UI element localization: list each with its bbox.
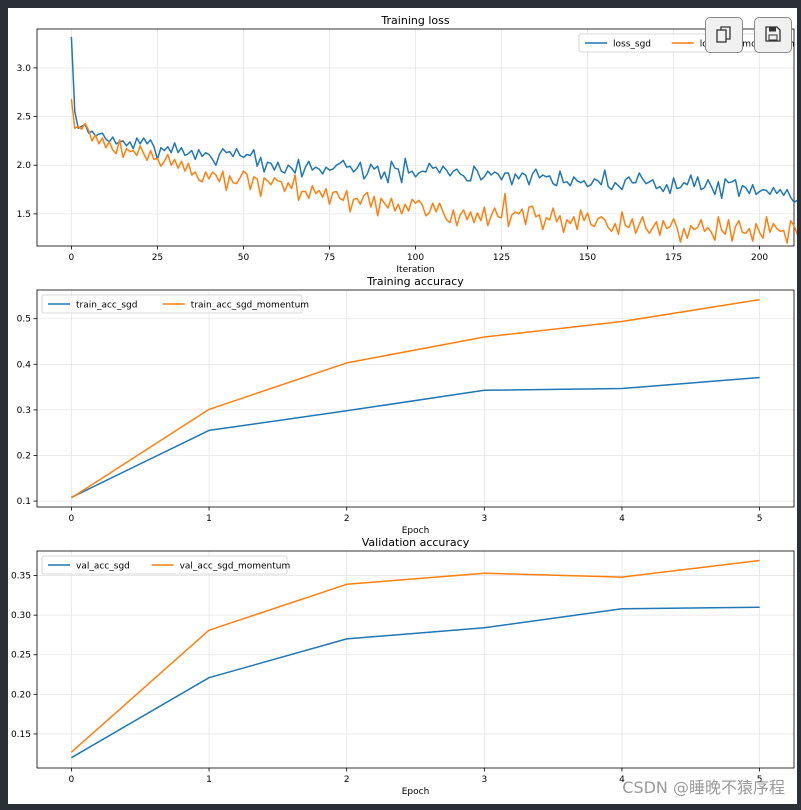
y-tick-label: 0.3 (17, 406, 31, 416)
y-tick-label: 0.2 (17, 451, 31, 461)
x-tick-label: 5 (757, 514, 763, 524)
y-tick-label: 3.0 (17, 64, 32, 74)
legend-label: train_acc_sgd_momentum (191, 301, 309, 311)
plot-frame (36, 289, 795, 508)
x-tick-label: 200 (751, 253, 768, 263)
x-tick-label: 4 (619, 514, 625, 524)
chart-title: Training accuracy (366, 275, 464, 288)
x-tick-label: 2 (344, 775, 350, 785)
y-tick-label: 0.25 (11, 651, 31, 661)
figure-canvas: 0 25 50 75 100 125 150 175 200 1.5 2.0 2.5 3.0 Traini… (8, 8, 801, 804)
x-tick-label: 1 (206, 514, 212, 524)
y-tick-label: 0.1 (17, 497, 31, 507)
plot-frame (36, 550, 795, 769)
x-tick-label: 50 (238, 253, 250, 263)
legend-label: train_acc_sgd (76, 301, 137, 311)
x-tick-label: 0 (69, 253, 75, 263)
x-tick-label: 25 (152, 253, 163, 263)
legend-label: val_acc_sgd (76, 562, 130, 572)
x-tick-label: 4 (619, 775, 625, 785)
chart-2: 0 1 2 3 4 5 0.1 0.2 0.3 0.4 0.5 Training accuracy Ep… (17, 275, 795, 536)
legend-label: loss_sgd (613, 40, 651, 50)
x-tick-label: 1 (206, 775, 212, 785)
series-line-train_acc_sgd (71, 376, 760, 499)
x-tick-label: 0 (69, 514, 75, 524)
x-axis-label: Epoch (402, 526, 430, 536)
x-tick-label: 5 (757, 775, 763, 785)
series-line-train_acc_sgd_momentum (70, 298, 760, 499)
chart-3: 0 1 2 3 4 5 0.15 0.20 0.25 0.30 0.35 Validation acc… (11, 536, 795, 797)
legend: val_acc_sgd val_acc_sgd_momentum (41, 555, 291, 575)
y-tick-label: 0.15 (11, 730, 31, 740)
save-button[interactable] (754, 17, 792, 53)
y-tick-label: 0.5 (17, 315, 31, 325)
y-tick-label: 0.35 (11, 572, 31, 582)
chart-title: Validation accuracy (362, 536, 470, 549)
y-tick-label: 2.0 (17, 161, 32, 171)
y-tick-label: 2.5 (17, 113, 31, 123)
series-line-val_acc_sgd (71, 606, 760, 759)
legend-label: val_acc_sgd_momentum (180, 562, 291, 572)
y-tick-label: 0.4 (17, 360, 32, 370)
x-tick-label: 100 (407, 253, 424, 263)
copy-button[interactable] (705, 17, 743, 53)
x-tick-label: 175 (665, 253, 682, 263)
x-tick-label: 150 (579, 253, 596, 263)
x-tick-label: 75 (324, 253, 335, 263)
series-line-loss_sgd (70, 36, 801, 203)
series-line-val_acc_sgd_momentum (70, 559, 760, 753)
chart-1: 0 25 50 75 100 125 150 175 200 1.5 2.0 2.5 3.0 Traini… (17, 14, 801, 275)
legend: train_acc_sgd train_acc_sgd_momentum (41, 294, 309, 314)
y-tick-label: 0.20 (11, 690, 31, 700)
charts-svg: 0 25 50 75 100 125 150 175 2001.52.02.53.0Traini… (11, 14, 801, 797)
x-axis-label: Iteration (396, 265, 434, 275)
chart-title: Training loss (380, 14, 449, 27)
x-tick-label: 125 (493, 253, 510, 263)
watermark-text: CSDN @睡晚不猿序程 (622, 778, 785, 797)
x-tick-label: 0 (69, 775, 75, 785)
save-icon (765, 26, 781, 42)
x-axis-label: Epoch (402, 787, 430, 797)
y-tick-label: 1.5 (17, 210, 31, 220)
legend-label: loss_sgd_momentum (700, 40, 795, 50)
x-tick-label: 2 (344, 514, 350, 524)
y-tick-label: 0.30 (11, 611, 31, 621)
x-tick-label: 3 (481, 775, 487, 785)
copy-icon (716, 26, 731, 43)
x-tick-label: 3 (481, 514, 487, 524)
series-line-loss_sgd_momentum (70, 99, 801, 244)
